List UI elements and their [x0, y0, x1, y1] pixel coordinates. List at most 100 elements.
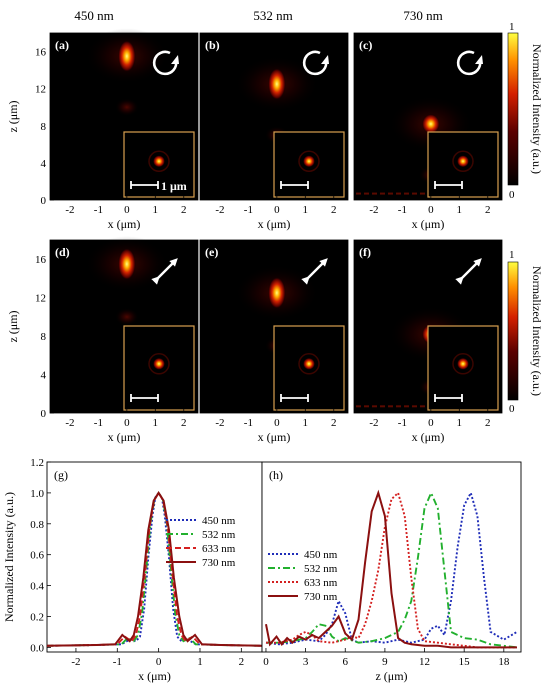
legend-label: 730 nm	[202, 557, 236, 569]
z-tick-label: 12	[35, 293, 46, 305]
inset-spot	[457, 155, 469, 168]
panel-label: (g)	[54, 468, 68, 482]
ring-artifact	[404, 192, 409, 195]
x-tick-label: 0	[428, 204, 434, 216]
legend-label: 532 nm	[304, 563, 338, 575]
ring-artifact	[420, 192, 425, 195]
panel-border	[353, 239, 503, 414]
x-tick-label: 1	[303, 204, 309, 216]
x-tick-label: 0	[124, 204, 130, 216]
line-charts: -2 -1 0 1 2x (μm)0.00.20.40.60.81.01.2Normal…	[2, 457, 522, 683]
circular-arrow-head	[171, 55, 179, 64]
ring-artifact	[364, 405, 369, 408]
inset-spot	[457, 357, 469, 370]
x-tick-label: 0	[124, 417, 130, 429]
inset-ring	[298, 353, 320, 375]
colorbar-bottom: 1 0 Normalized Intensity (a.u.)	[507, 249, 544, 415]
inset-spot	[303, 357, 315, 370]
x-tick-label: -2	[369, 417, 378, 429]
z-tick-label: 0	[41, 195, 47, 207]
colorbar-label: Normalized Intensity (a.u.)	[530, 266, 544, 396]
z-axis-label: z (μm)	[6, 310, 20, 342]
legend-label: 450 nm	[202, 515, 236, 527]
ring-artifact	[380, 405, 385, 408]
inset-spot	[303, 155, 315, 168]
colorbar-label: Normalized Intensity (a.u.)	[530, 44, 544, 174]
y-tick-label: 1.2	[30, 457, 44, 469]
z-tick-label: 16	[35, 254, 47, 266]
column-title-450: 450 nm	[74, 8, 113, 23]
x-tick-label: 0	[274, 204, 280, 216]
inset-spot	[153, 357, 165, 370]
x-axis-label: x (μm)	[412, 430, 445, 444]
z-tick-label: 4	[41, 158, 47, 170]
colorbar-min-label: 0	[509, 403, 515, 415]
z-axis-label: z (μm)	[6, 100, 20, 132]
inset-frame	[273, 325, 345, 411]
inset-ring	[452, 353, 474, 375]
panel-label: (d)	[55, 245, 70, 259]
focal-spot	[117, 40, 136, 73]
y-tick-label: 0.6	[30, 550, 44, 562]
heatmap-panel: (c) -2 -1 0 1 2 x (μm)	[353, 32, 503, 231]
x-tick-label: 2	[331, 204, 337, 216]
x-axis-label: x (μm)	[108, 430, 141, 444]
ring-artifact	[420, 405, 425, 408]
x-tick-label: -2	[369, 204, 378, 216]
panel-border	[199, 239, 349, 414]
panel-label: (e)	[205, 245, 218, 259]
ring-artifact	[356, 192, 361, 195]
x-tick-label: 2	[485, 417, 491, 429]
x-axis-label: x (μm)	[258, 430, 291, 444]
x-tick-label: -1	[94, 204, 103, 216]
inset-ring	[298, 150, 320, 172]
series-line	[265, 490, 518, 646]
double-arrow-icon	[455, 258, 482, 285]
panel-label: (c)	[359, 38, 372, 52]
series-line	[266, 491, 517, 649]
panel-label: (f)	[359, 245, 371, 259]
panel-label: (a)	[55, 38, 69, 52]
double-arrow-icon	[151, 258, 178, 285]
x-tick-label: -2	[215, 204, 224, 216]
x-tick-label: 1	[153, 204, 159, 216]
inset-ring	[452, 150, 474, 172]
focal-spot	[267, 276, 286, 309]
panel-border	[49, 32, 199, 201]
heatmap-panel: (b) -2 -1 0 1 2 x (μm)	[199, 32, 349, 231]
y-tick-label: 0.4	[30, 581, 44, 593]
inset-ring	[148, 353, 170, 375]
inset-ring	[148, 150, 170, 172]
y-tick-label: 0.2	[30, 611, 44, 623]
x-tick-label: 0	[428, 417, 434, 429]
x-tick-label: 12	[419, 656, 430, 668]
x-tick-label: 1	[153, 417, 159, 429]
x-tick-label: 1	[197, 656, 203, 668]
z-tick-label: 12	[35, 84, 46, 96]
x-tick-label: 1	[457, 417, 463, 429]
colorbar-gradient	[507, 261, 519, 401]
x-tick-label: -1	[244, 204, 253, 216]
x-axis-label: x (μm)	[138, 669, 171, 683]
ring-artifact	[388, 405, 393, 408]
heatmap-panel: (e) -2 -1 0 1 2 x (μm)	[199, 239, 349, 444]
inset-spot	[153, 155, 165, 168]
circular-arrow-head	[321, 55, 329, 64]
y-axis-label: Normalized Intensity (a.u.)	[2, 492, 16, 622]
z-tick-label: 16	[35, 47, 47, 59]
x-tick-label: 2	[181, 417, 187, 429]
focal-spot	[267, 68, 286, 101]
scale-bar-label: 1 μm	[161, 179, 187, 193]
x-tick-label: -1	[94, 417, 103, 429]
y-tick-label: 0.0	[30, 642, 44, 654]
plot-frame	[261, 461, 522, 653]
ring-artifact	[412, 405, 417, 408]
x-tick-label: 1	[303, 417, 309, 429]
x-tick-label: -2	[65, 204, 74, 216]
series-line	[265, 489, 517, 649]
ring-artifact	[372, 405, 377, 408]
x-tick-label: -1	[398, 204, 407, 216]
secondary-lobe	[114, 98, 139, 117]
circular-arrow-icon	[456, 50, 482, 76]
